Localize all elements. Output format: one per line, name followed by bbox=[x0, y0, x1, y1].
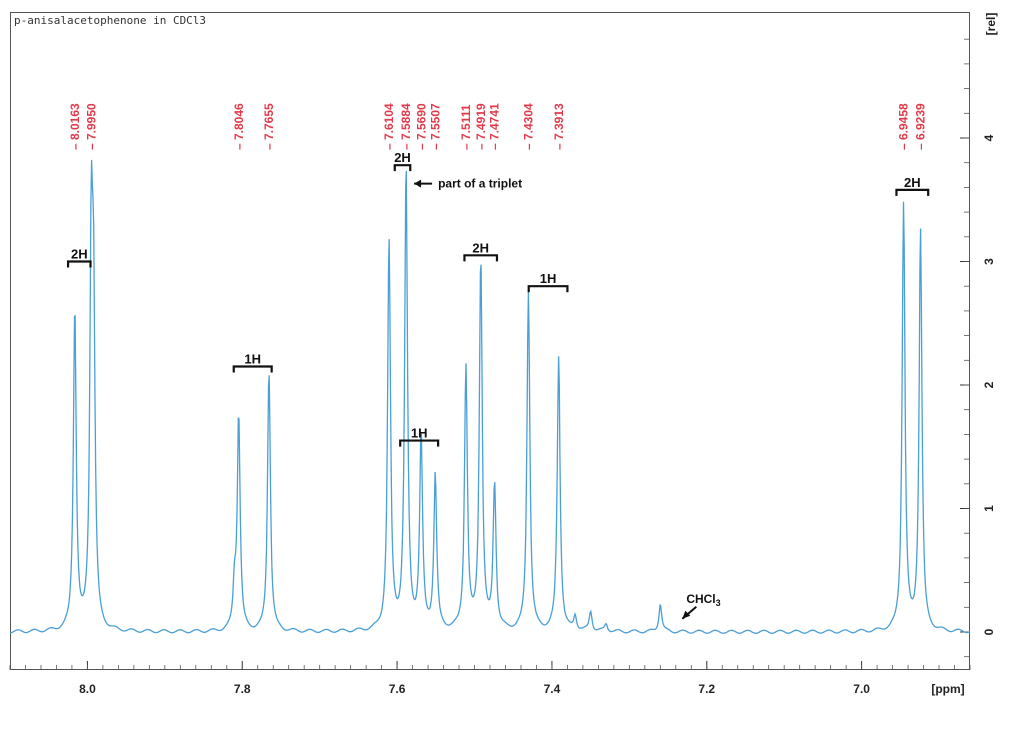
peak-label: – 7.4304 bbox=[522, 103, 536, 150]
arrowhead-icon bbox=[682, 610, 691, 619]
integral-label: 1H bbox=[244, 351, 261, 366]
integral-bracket: 1H bbox=[232, 351, 273, 373]
integral-bracket: 2H bbox=[66, 247, 92, 268]
peak-label: – 7.7655 bbox=[262, 103, 276, 150]
integral-label: 2H bbox=[71, 247, 88, 262]
x-tick-label: 7.0 bbox=[853, 682, 870, 696]
x-tick-label: 7.4 bbox=[544, 682, 561, 696]
y-tick-label: 2 bbox=[982, 381, 996, 388]
integral-bracket: 1H bbox=[399, 426, 440, 447]
peak-label: – 6.9239 bbox=[914, 103, 928, 150]
y-tick-label: 4 bbox=[982, 134, 996, 141]
peak-label: – 7.5884 bbox=[399, 103, 413, 150]
sample-title: p-anisalacetophenone in CDCl3 bbox=[14, 14, 207, 27]
integral-label: 2H bbox=[472, 240, 489, 255]
peak-label: – 6.9458 bbox=[897, 103, 911, 150]
x-tick-label: 7.8 bbox=[234, 682, 251, 696]
peak-label: – 7.5507 bbox=[428, 103, 442, 150]
y-tick-label: 3 bbox=[982, 258, 996, 265]
peak-label: – 7.6104 bbox=[382, 103, 396, 150]
integral-bracket: 2H bbox=[393, 150, 412, 172]
spectrum-line bbox=[9, 159, 971, 634]
x-axis-label: [ppm] bbox=[931, 682, 964, 696]
integral-label: 1H bbox=[411, 426, 428, 441]
x-tick-label: 7.2 bbox=[698, 682, 715, 696]
peak-label: – 7.4741 bbox=[488, 103, 502, 150]
integral-bracket: 2H bbox=[895, 175, 930, 196]
annotation-chcl3: CHCl3 bbox=[686, 592, 720, 608]
peak-label: – 7.4919 bbox=[474, 103, 488, 150]
x-tick-label: 8.0 bbox=[79, 682, 96, 696]
peak-label: – 7.8046 bbox=[232, 103, 246, 150]
y-tick-label: 0 bbox=[982, 628, 996, 635]
peak-label: – 8.0163 bbox=[68, 103, 82, 150]
peak-label: – 7.9950 bbox=[84, 103, 98, 150]
integral-label: 1H bbox=[540, 271, 557, 286]
integral-bracket: 1H bbox=[527, 271, 569, 293]
integral-label: 2H bbox=[904, 175, 921, 190]
y-tick-label: 1 bbox=[982, 505, 996, 512]
integral-label: 2H bbox=[394, 150, 411, 165]
peak-label: – 7.5690 bbox=[414, 103, 428, 150]
x-tick-label: 7.6 bbox=[389, 682, 406, 696]
integral-bracket: 2H bbox=[463, 240, 499, 262]
peak-label: – 7.3913 bbox=[552, 103, 566, 150]
arrowhead-icon bbox=[414, 179, 422, 188]
y-axis-label: [rel] bbox=[984, 13, 998, 36]
annotation-triplet: part of a triplet bbox=[438, 177, 522, 191]
peak-label: – 7.5111 bbox=[459, 104, 473, 150]
